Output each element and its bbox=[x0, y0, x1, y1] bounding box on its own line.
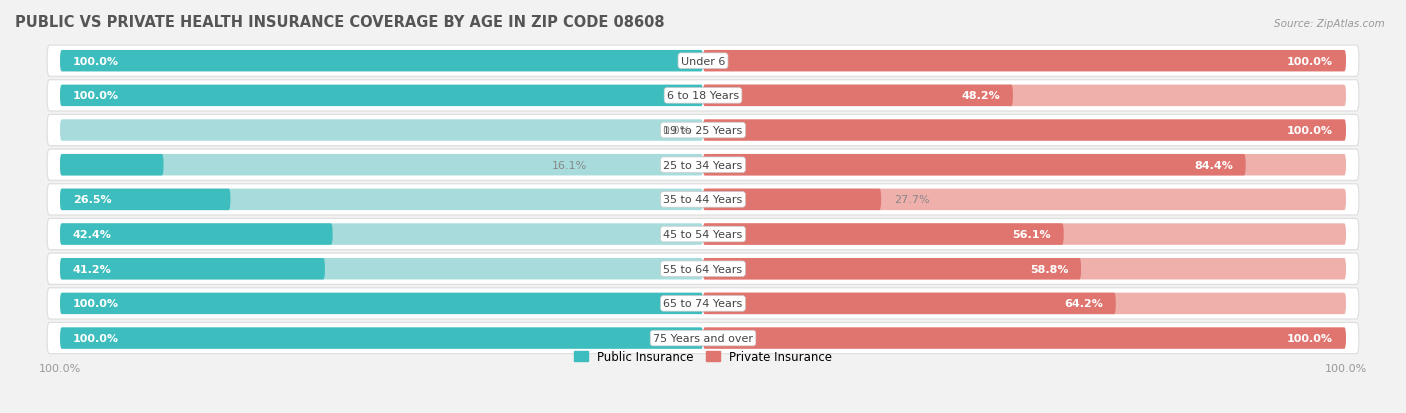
Text: 16.1%: 16.1% bbox=[551, 160, 586, 170]
Text: Under 6: Under 6 bbox=[681, 57, 725, 66]
Text: 100.0%: 100.0% bbox=[39, 363, 82, 373]
FancyBboxPatch shape bbox=[703, 85, 1346, 107]
FancyBboxPatch shape bbox=[703, 154, 1246, 176]
Text: 58.8%: 58.8% bbox=[1029, 264, 1069, 274]
FancyBboxPatch shape bbox=[703, 259, 1081, 280]
FancyBboxPatch shape bbox=[60, 154, 703, 176]
FancyBboxPatch shape bbox=[703, 224, 1064, 245]
FancyBboxPatch shape bbox=[703, 328, 1346, 349]
Text: 100.0%: 100.0% bbox=[73, 91, 120, 101]
FancyBboxPatch shape bbox=[703, 189, 1346, 211]
FancyBboxPatch shape bbox=[703, 120, 1346, 141]
FancyBboxPatch shape bbox=[60, 328, 703, 349]
Text: 56.1%: 56.1% bbox=[1012, 230, 1050, 240]
Text: Source: ZipAtlas.com: Source: ZipAtlas.com bbox=[1274, 19, 1385, 28]
FancyBboxPatch shape bbox=[60, 154, 163, 176]
FancyBboxPatch shape bbox=[48, 254, 1358, 285]
Text: 41.2%: 41.2% bbox=[73, 264, 111, 274]
FancyBboxPatch shape bbox=[703, 189, 882, 211]
FancyBboxPatch shape bbox=[48, 184, 1358, 216]
FancyBboxPatch shape bbox=[60, 85, 703, 107]
Text: 25 to 34 Years: 25 to 34 Years bbox=[664, 160, 742, 170]
FancyBboxPatch shape bbox=[60, 293, 703, 314]
FancyBboxPatch shape bbox=[60, 224, 333, 245]
FancyBboxPatch shape bbox=[60, 259, 703, 280]
FancyBboxPatch shape bbox=[48, 219, 1358, 250]
Text: 19 to 25 Years: 19 to 25 Years bbox=[664, 126, 742, 136]
Text: 0.0%: 0.0% bbox=[662, 126, 690, 136]
FancyBboxPatch shape bbox=[60, 259, 325, 280]
FancyBboxPatch shape bbox=[703, 224, 1346, 245]
FancyBboxPatch shape bbox=[48, 115, 1358, 146]
Text: 84.4%: 84.4% bbox=[1194, 160, 1233, 170]
FancyBboxPatch shape bbox=[60, 224, 703, 245]
FancyBboxPatch shape bbox=[60, 51, 703, 72]
Text: 35 to 44 Years: 35 to 44 Years bbox=[664, 195, 742, 205]
FancyBboxPatch shape bbox=[48, 323, 1358, 354]
Text: 42.4%: 42.4% bbox=[73, 230, 111, 240]
FancyBboxPatch shape bbox=[703, 259, 1346, 280]
Text: 100.0%: 100.0% bbox=[73, 57, 120, 66]
FancyBboxPatch shape bbox=[703, 85, 1012, 107]
Text: 27.7%: 27.7% bbox=[894, 195, 929, 205]
FancyBboxPatch shape bbox=[48, 150, 1358, 181]
FancyBboxPatch shape bbox=[60, 189, 231, 211]
Text: 6 to 18 Years: 6 to 18 Years bbox=[666, 91, 740, 101]
FancyBboxPatch shape bbox=[703, 51, 1346, 72]
FancyBboxPatch shape bbox=[60, 120, 703, 141]
Text: 100.0%: 100.0% bbox=[73, 299, 120, 309]
FancyBboxPatch shape bbox=[703, 293, 1346, 314]
Text: 75 Years and over: 75 Years and over bbox=[652, 333, 754, 343]
Text: 26.5%: 26.5% bbox=[73, 195, 111, 205]
Text: 64.2%: 64.2% bbox=[1064, 299, 1102, 309]
Text: 65 to 74 Years: 65 to 74 Years bbox=[664, 299, 742, 309]
Text: 100.0%: 100.0% bbox=[73, 333, 120, 343]
Text: 55 to 64 Years: 55 to 64 Years bbox=[664, 264, 742, 274]
FancyBboxPatch shape bbox=[703, 154, 1346, 176]
FancyBboxPatch shape bbox=[48, 81, 1358, 112]
Text: 48.2%: 48.2% bbox=[962, 91, 1000, 101]
Text: 100.0%: 100.0% bbox=[1286, 333, 1333, 343]
FancyBboxPatch shape bbox=[60, 189, 703, 211]
Text: PUBLIC VS PRIVATE HEALTH INSURANCE COVERAGE BY AGE IN ZIP CODE 08608: PUBLIC VS PRIVATE HEALTH INSURANCE COVER… bbox=[15, 15, 665, 30]
Text: 45 to 54 Years: 45 to 54 Years bbox=[664, 230, 742, 240]
Text: 100.0%: 100.0% bbox=[1324, 363, 1367, 373]
FancyBboxPatch shape bbox=[48, 46, 1358, 77]
FancyBboxPatch shape bbox=[48, 288, 1358, 319]
FancyBboxPatch shape bbox=[703, 293, 1116, 314]
Text: 100.0%: 100.0% bbox=[1286, 57, 1333, 66]
Legend: Public Insurance, Private Insurance: Public Insurance, Private Insurance bbox=[574, 351, 832, 363]
Text: 100.0%: 100.0% bbox=[1286, 126, 1333, 136]
